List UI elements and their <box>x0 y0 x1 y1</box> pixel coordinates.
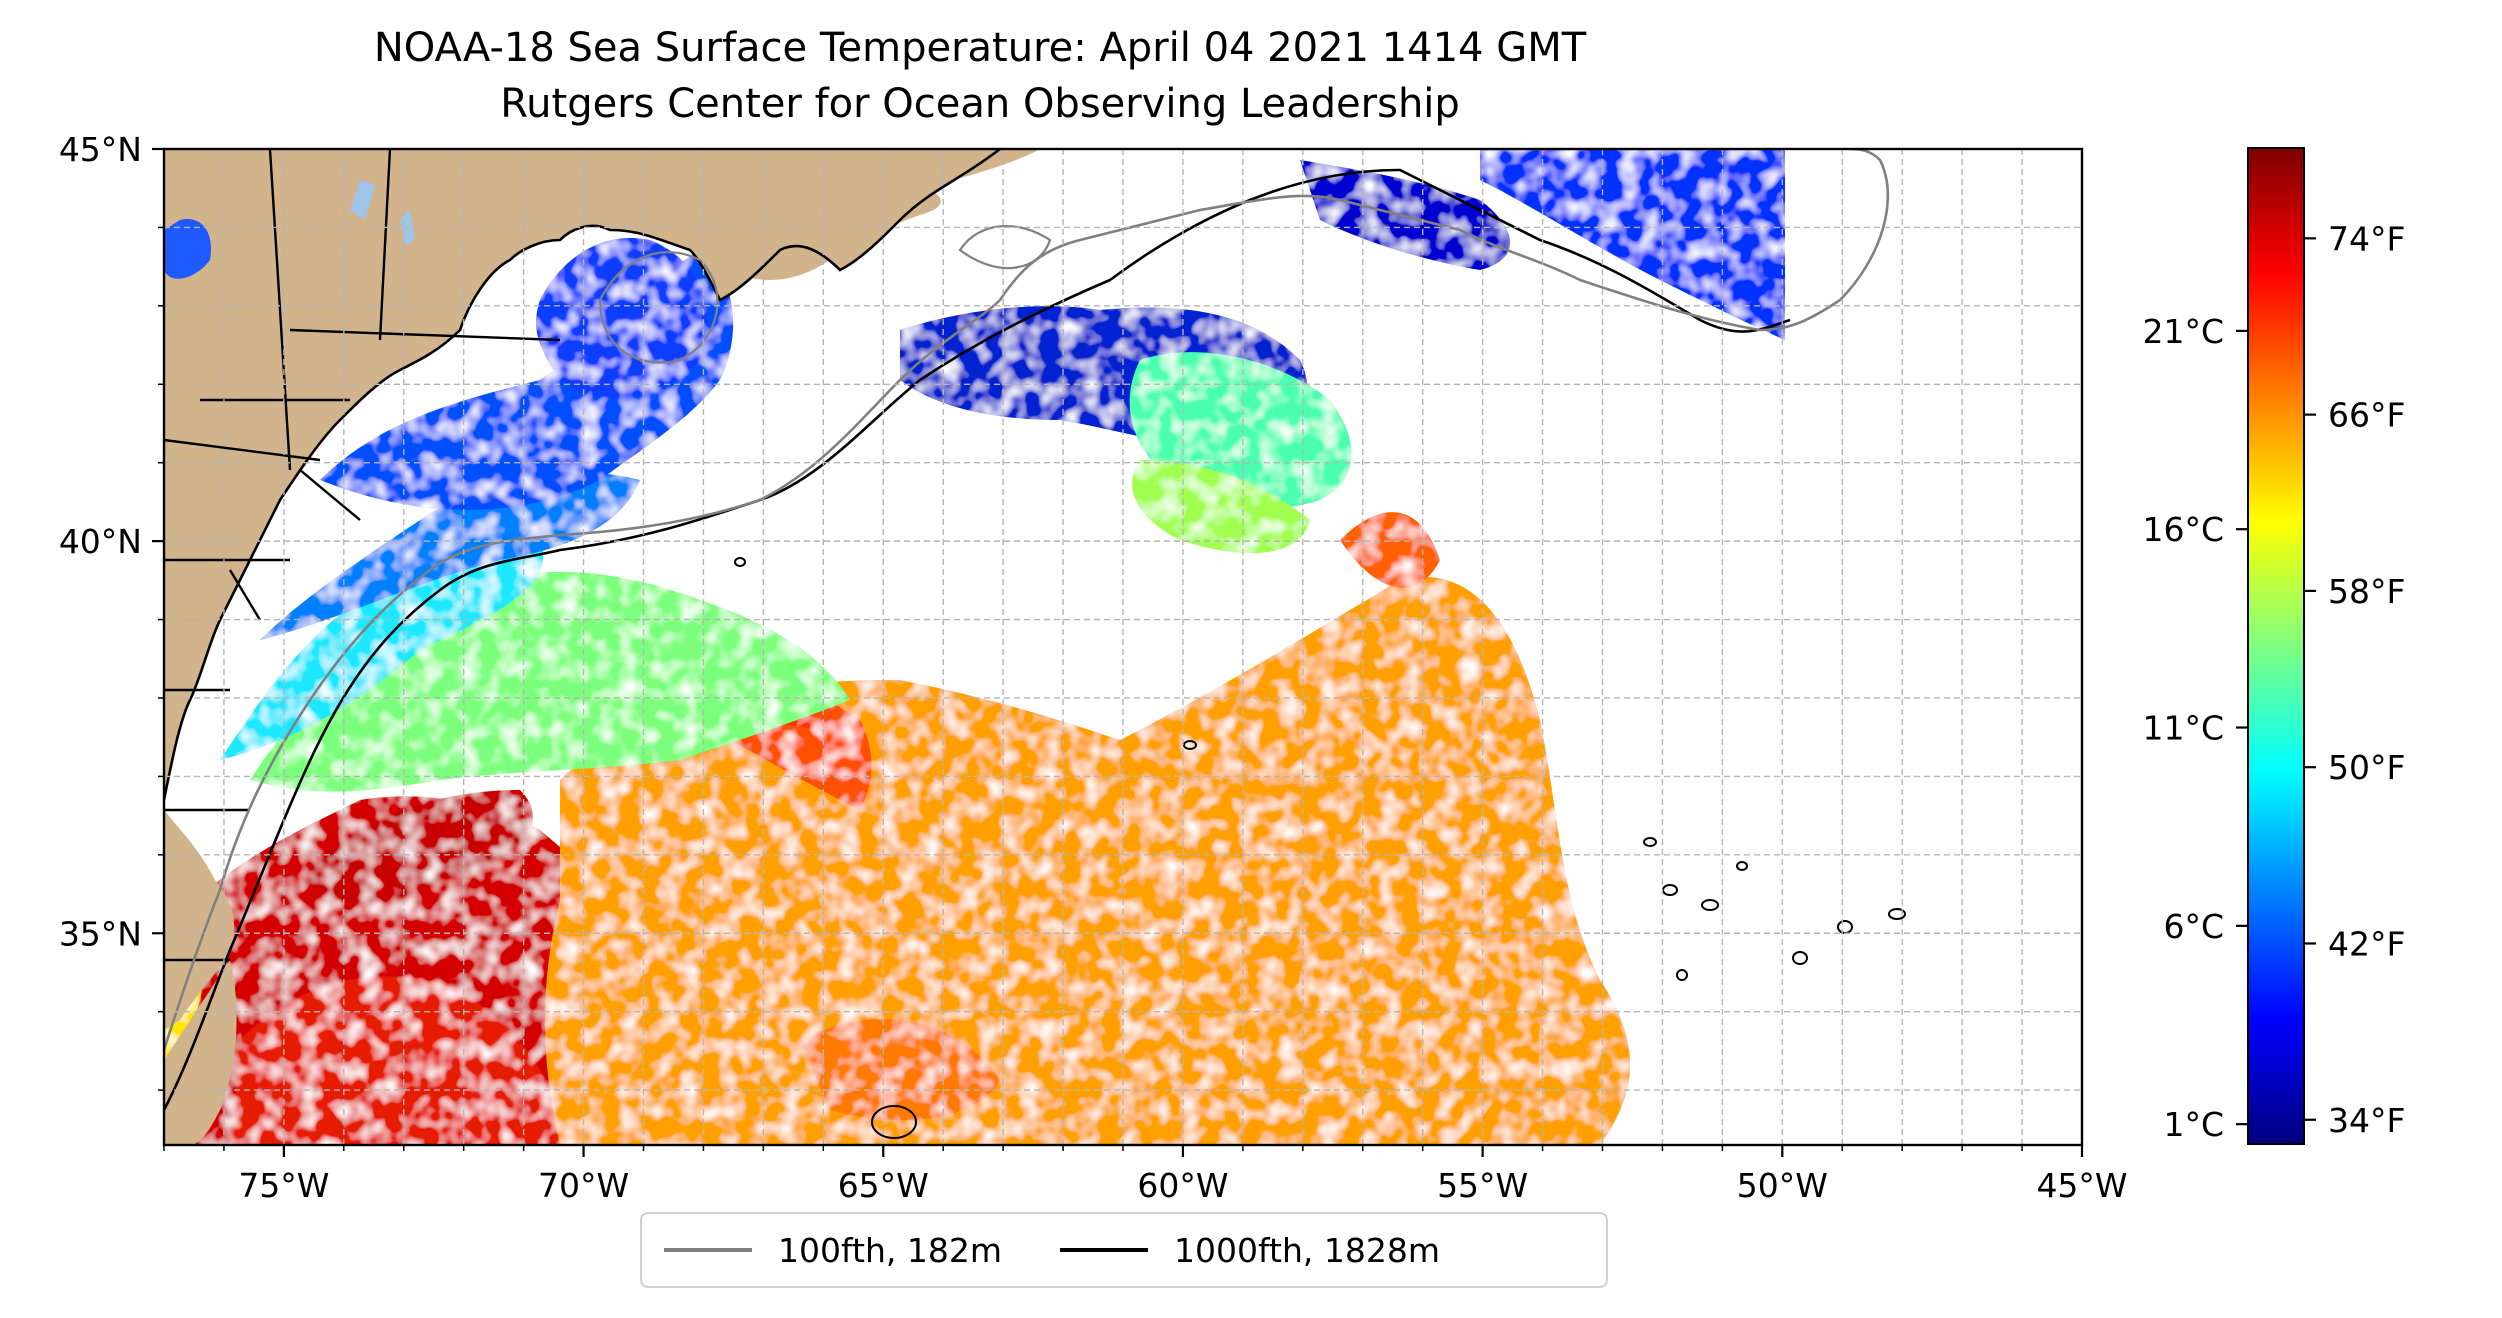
lat-tick-label: 40°N <box>59 522 142 561</box>
colorbar-f-label: 74°F <box>2328 219 2405 258</box>
contour-1000fth <box>164 168 1791 1111</box>
legend-swatch-100fth <box>664 1248 752 1252</box>
lon-tick-label: 55°W <box>1437 1166 1528 1205</box>
contour-100fth <box>164 149 1890 1051</box>
lon-tick-label: 65°W <box>838 1166 929 1205</box>
gridlines <box>164 149 2082 1145</box>
colorbar-f-label: 50°F <box>2328 748 2405 787</box>
seamounts <box>734 557 1906 1139</box>
coastline <box>164 149 1001 801</box>
legend-swatch-1000fth <box>1060 1248 1148 1252</box>
chart-title: NOAA-18 Sea Surface Temperature: April 0… <box>373 25 1587 71</box>
legend-label-100fth: 100fth, 182m <box>778 1230 1002 1270</box>
contour-100fth-banks <box>958 224 1052 270</box>
colorbar-f-label: 66°F <box>2328 396 2405 435</box>
colorbar-c-label: 21°C <box>2142 312 2224 351</box>
map-content <box>164 149 2082 1145</box>
colorbar-f-label: 42°F <box>2328 924 2405 963</box>
chart-subtitle: Rutgers Center for Ocean Observing Leade… <box>500 81 1460 127</box>
state-boundaries <box>164 149 561 962</box>
sst-field <box>164 149 1785 1145</box>
legend-label-1000fth: 1000fth, 1828m <box>1174 1230 1440 1270</box>
legend-item-100fth: 100fth, 182m <box>664 1231 1002 1270</box>
legend-item-1000fth: 1000fth, 1828m <box>1060 1231 1440 1270</box>
lat-axis: 45°N 40°N 35°N <box>59 130 164 1091</box>
colorbar-celsius-axis: 21°C 16°C 11°C 6°C 1°C <box>2142 312 2248 1144</box>
lon-tick-label: 50°W <box>1737 1166 1828 1205</box>
colorbar <box>2247 147 2305 1145</box>
lon-tick-label: 75°W <box>238 1166 329 1205</box>
lat-tick-label: 35°N <box>59 914 142 953</box>
lon-tick-label: 45°W <box>2036 1166 2127 1205</box>
colorbar-f-label: 58°F <box>2328 572 2405 611</box>
colorbar-c-label: 11°C <box>2142 709 2224 748</box>
lon-tick-label: 60°W <box>1137 1166 1228 1205</box>
legend: 100fth, 182m 1000fth, 1828m <box>640 1212 1608 1288</box>
lon-tick-label: 70°W <box>538 1166 629 1205</box>
contour-100fth-georges <box>598 251 719 364</box>
land <box>164 149 1040 1145</box>
lon-axis: 75°W 70°W 65°W 60°W 55°W 50°W 45°W <box>163 1145 2128 1205</box>
colorbar-f-label: 34°F <box>2328 1101 2405 1140</box>
lat-tick-label: 45°N <box>59 130 142 169</box>
colorbar-c-label: 16°C <box>2142 510 2224 549</box>
colorbar-c-label: 6°C <box>2163 907 2224 946</box>
colorbar-fahrenheit-axis: 74°F 66°F 58°F 50°F 42°F 34°F <box>2304 219 2405 1140</box>
colorbar-c-label: 1°C <box>2163 1105 2224 1144</box>
